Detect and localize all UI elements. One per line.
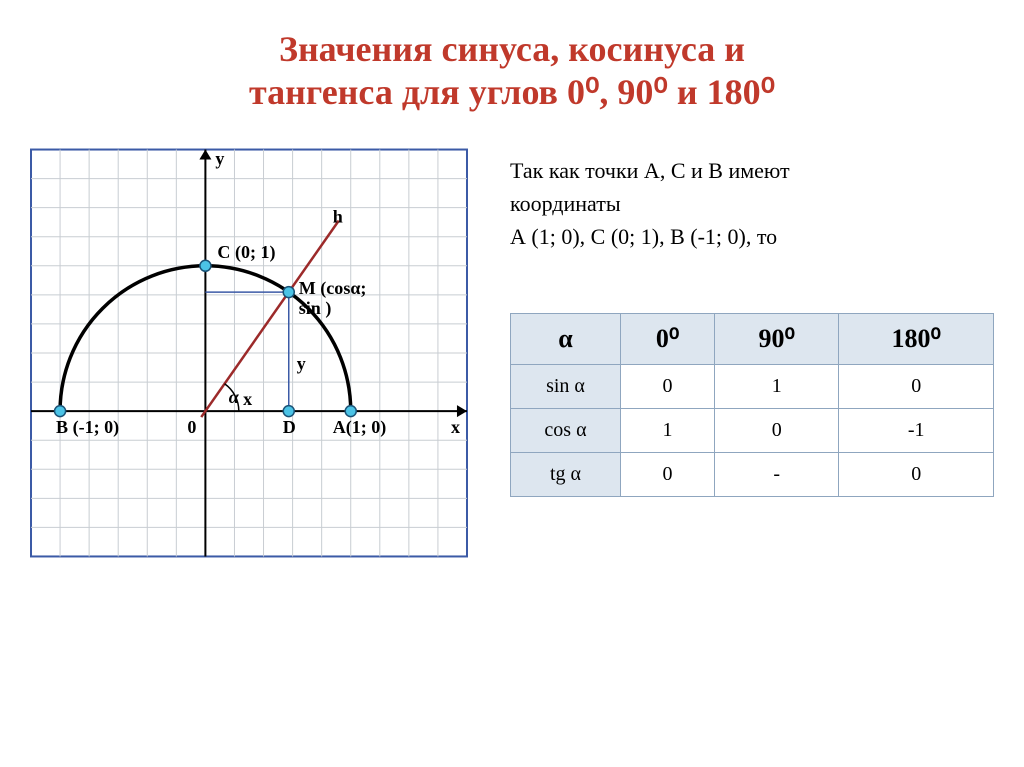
row-label-cos: cos α [511,409,621,453]
svg-text:y: y [215,149,224,169]
table-header-row: α 0⁰ 90⁰ 180⁰ [511,314,994,365]
svg-text:h: h [333,207,343,227]
svg-text:B (-1; 0): B (-1; 0) [56,418,119,439]
cell: - [715,453,839,497]
desc-line-3: А (1; 0), С (0; 1), В (-1; 0), то [510,224,777,249]
table-row: cos α 1 0 -1 [511,409,994,453]
svg-text:M (cosα;: M (cosα; [299,278,367,299]
svg-text:y: y [297,354,306,374]
graph-column: y x h C (0; 1) B (-1; 0) A(1; 0) D 0 x y α M (cosα;… [30,144,470,564]
text-table-column: Так как точки А, С и В имеют координаты … [510,144,994,564]
cell: -1 [839,409,994,453]
unit-semicircle-graph: y x h C (0; 1) B (-1; 0) A(1; 0) D 0 x y α M (cosα;… [30,144,470,564]
svg-text:sin ): sin ) [299,299,332,320]
svg-text:x: x [451,418,460,438]
trig-values-table: α 0⁰ 90⁰ 180⁰ sin α 0 1 0 cos α 1 0 -1 [510,313,994,497]
svg-text:A(1; 0): A(1; 0) [333,418,387,439]
cell: 1 [715,365,839,409]
cell: 1 [621,409,715,453]
svg-text:D: D [283,418,296,438]
table-header-90: 90⁰ [715,314,839,365]
svg-text:α: α [229,387,240,407]
table-header-alpha: α [511,314,621,365]
row-label-tg: tg α [511,453,621,497]
cell: 0 [839,453,994,497]
table-row: sin α 0 1 0 [511,365,994,409]
svg-text:0: 0 [187,418,196,438]
table-header-0: 0⁰ [621,314,715,365]
page-title: Значения синуса, косинуса и тангенса для… [0,0,1024,114]
table-row: tg α 0 - 0 [511,453,994,497]
graph-container: y x h C (0; 1) B (-1; 0) A(1; 0) D 0 x y α M (cosα;… [30,144,470,564]
title-line-1: Значения синуса, косинуса и [279,29,745,69]
cell: 0 [839,365,994,409]
cell: 0 [621,365,715,409]
desc-line-1: Так как точки А, С и В имеют [510,158,790,183]
content-row: y x h C (0; 1) B (-1; 0) A(1; 0) D 0 x y α M (cosα;… [0,114,1024,564]
row-label-sin: sin α [511,365,621,409]
table-header-180: 180⁰ [839,314,994,365]
svg-text:x: x [243,389,252,409]
title-line-2: тангенса для углов 0⁰, 90⁰ и 180⁰ [249,72,775,112]
svg-text:C (0; 1): C (0; 1) [217,242,275,263]
cell: 0 [621,453,715,497]
cell: 0 [715,409,839,453]
description-text: Так как точки А, С и В имеют координаты … [510,154,994,253]
desc-line-2: координаты [510,191,621,216]
